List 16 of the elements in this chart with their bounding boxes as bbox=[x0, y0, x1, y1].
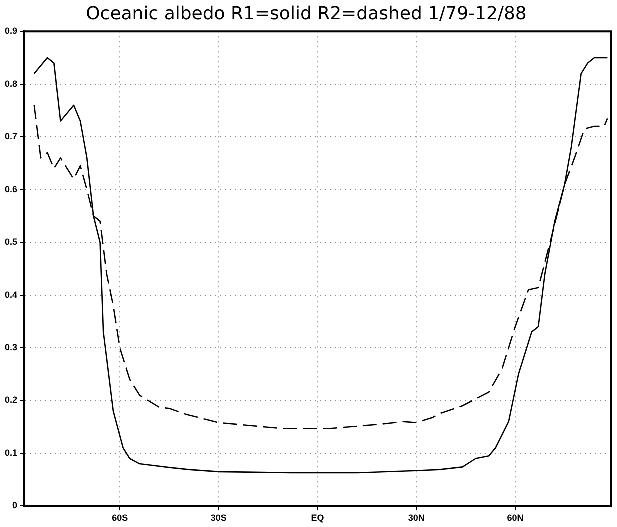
x-tick-label: EQ bbox=[311, 513, 324, 524]
y-tick-label: 0.1 bbox=[4, 448, 18, 458]
x-tick-label: 30N bbox=[408, 513, 425, 524]
y-tick-label: 0.4 bbox=[4, 290, 18, 300]
y-tick-label: 0.5 bbox=[4, 237, 18, 248]
y-tick-label: 0.3 bbox=[4, 342, 18, 352]
y-tick-label: 0.7 bbox=[4, 132, 18, 142]
x-tick-label: 60N bbox=[507, 513, 524, 524]
chart-title: Oceanic albedo R1=solid R2=dashed 1/79-12/88 bbox=[86, 3, 527, 24]
x-tick-label: 30S bbox=[210, 513, 227, 524]
y-tick-label: 0.8 bbox=[4, 78, 18, 89]
y-tick-label: 0.9 bbox=[4, 26, 18, 36]
y-tick-label: 0 bbox=[12, 500, 18, 511]
y-tick-label: 0.2 bbox=[4, 395, 18, 406]
y-tick-label: 0.6 bbox=[4, 184, 18, 194]
x-tick-label: 60S bbox=[112, 513, 128, 524]
